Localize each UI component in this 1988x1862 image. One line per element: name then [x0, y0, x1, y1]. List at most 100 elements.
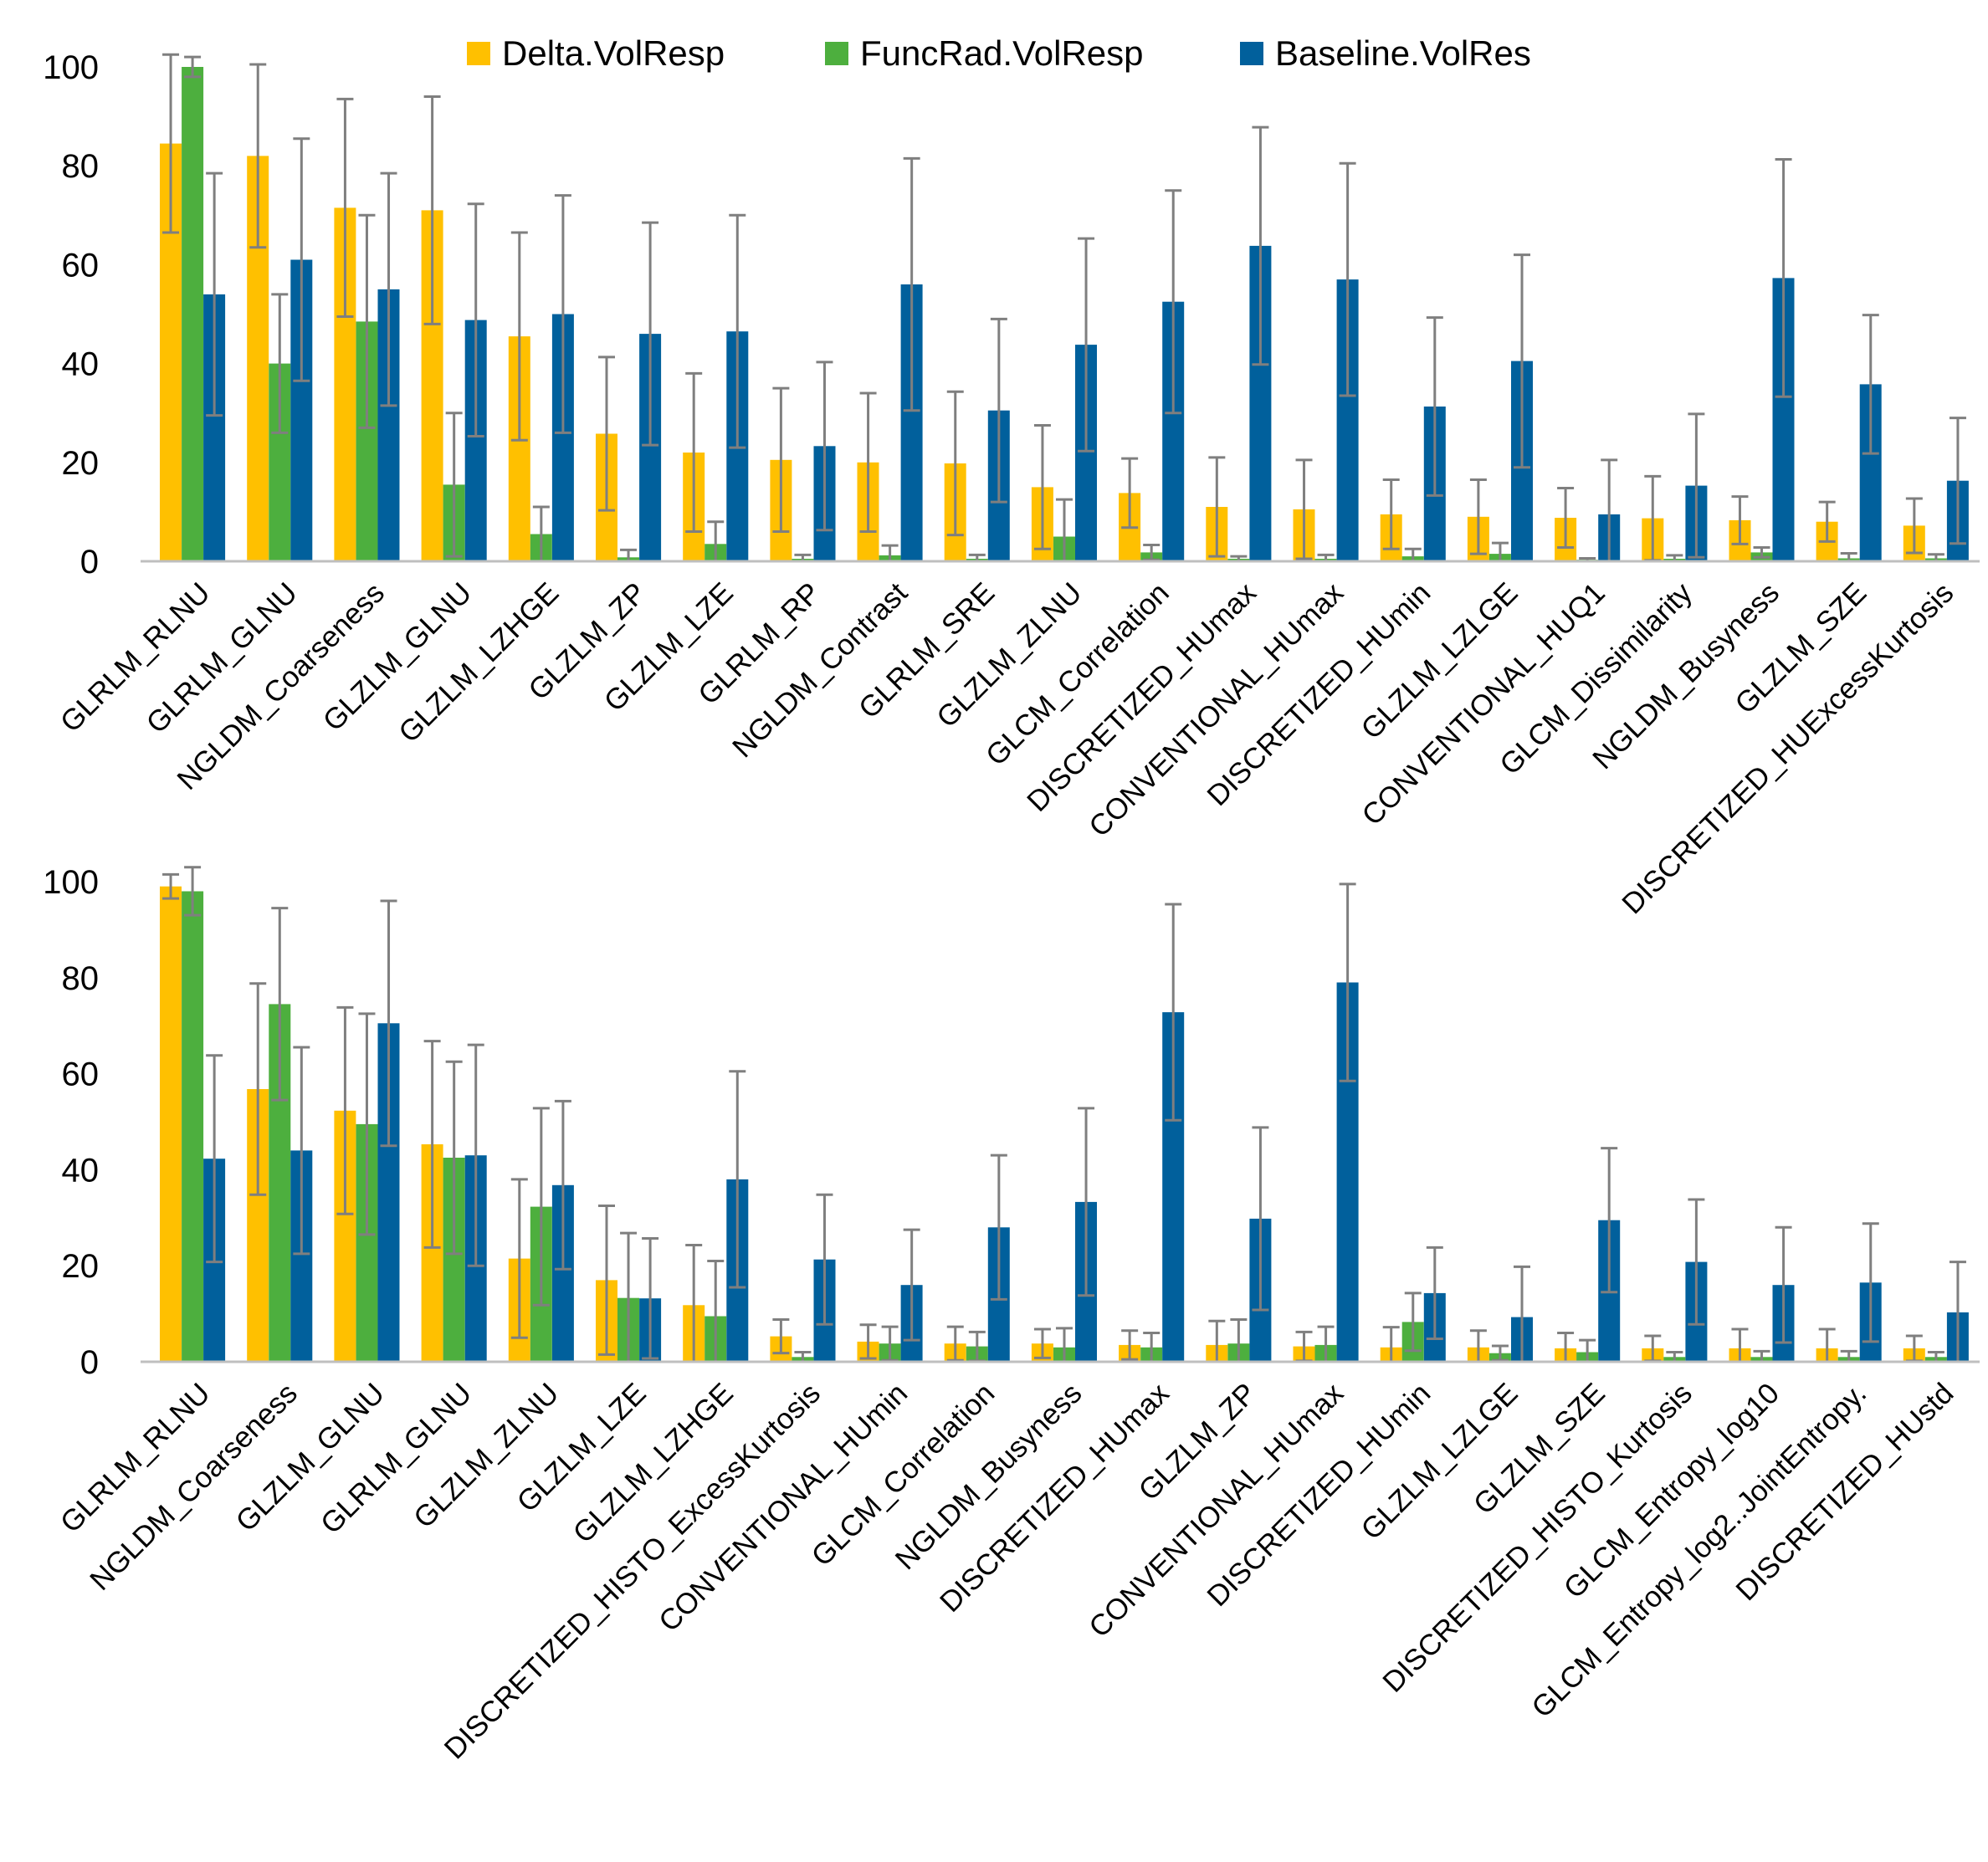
error-bar-baseline-glcm-correlation	[1165, 189, 1182, 415]
error-bar-funcrad-ngldm-coarseness	[271, 907, 289, 1102]
error-bar-delta-discretized-humax	[1121, 1329, 1139, 1361]
error-bar-baseline-glrlm-rlnu	[206, 1054, 223, 1264]
error-bar-funcrad-glrlm-glnu	[445, 1060, 463, 1256]
error-bar-baseline-glzlm-zp	[642, 221, 659, 447]
error-bar-baseline-glzlm-zp	[1252, 1126, 1269, 1312]
error-bar-delta-discretized-huexcesskurtosis	[1905, 497, 1923, 555]
error-bar-funcrad-glzlm-lzlge	[1491, 1344, 1509, 1362]
error-bar-baseline-glzlm-zlnu	[1078, 237, 1095, 453]
error-bar-baseline-discretized-histo-kurtosis	[1688, 1198, 1705, 1326]
error-bar-baseline-glcm-entropy-log10	[1775, 1225, 1792, 1344]
legend-label-baseline: Baseline.VolRes	[1275, 33, 1531, 73]
error-bar-baseline-glrlm-sre	[990, 317, 1007, 504]
error-bar-delta-glzlm-lzlge	[1469, 478, 1487, 555]
error-bar-delta-glrlm-rlnu	[162, 53, 180, 234]
legend: Delta.VolResp FuncRad.VolResp Baseline.V…	[467, 33, 1531, 73]
y-tick-label-40: 40	[62, 1152, 100, 1189]
y-tick-label-80: 80	[62, 960, 100, 997]
error-bar-baseline-glzlm-lze	[729, 213, 746, 449]
y-tick-label-20: 20	[62, 1248, 100, 1285]
legend-swatch-baseline	[1240, 42, 1263, 65]
error-bar-funcrad-glzlm-zlnu	[532, 1107, 550, 1307]
error-bar-delta-glzlm-zp	[598, 356, 615, 512]
x-tick-label-glzlm-lzlge: GLZLM_LZLGE	[1355, 1377, 1524, 1546]
error-bar-delta-conventional-humin	[859, 1323, 877, 1360]
error-bar-delta-glzlm-zlnu	[1033, 423, 1051, 550]
y-tick-label-0: 0	[80, 1344, 99, 1381]
error-bar-funcrad-glrlm-rlnu	[184, 866, 202, 917]
error-bar-baseline-conventional-humax	[1339, 161, 1356, 397]
error-bar-funcrad-ngldm-busyness	[1753, 545, 1770, 559]
error-bar-funcrad-glrlm-rlnu	[184, 55, 202, 79]
error-bar-delta-glrlm-glnu	[423, 1040, 441, 1249]
y-tick-label-80: 80	[62, 148, 100, 185]
x-tick-label-glrlm-glnu: GLRLM_GLNU	[140, 576, 303, 739]
error-bar-funcrad-glcm-correlation	[1143, 543, 1161, 561]
x-tick-label-glzlm-glnu: GLZLM_GLNU	[229, 1377, 391, 1538]
x-tick-label-glrlm-rlnu: GLRLM_RLNU	[54, 1377, 217, 1539]
error-bar-delta-glzlm-lzhge	[510, 231, 528, 442]
error-bar-baseline-ngldm-busyness	[1078, 1107, 1095, 1297]
error-bar-baseline-glzlm-lzhge	[729, 1070, 746, 1289]
legend-swatch-funcrad	[825, 42, 848, 65]
error-bar-delta-glzlm-glnu	[336, 1005, 354, 1215]
x-tick-label-glzlm-glnu: GLZLM_GLNU	[317, 576, 479, 738]
error-bar-delta-glrlm-glnu	[249, 63, 267, 249]
x-tick-label-glzlm-lzlge: GLZLM_LZLGE	[1355, 576, 1524, 745]
error-bar-baseline-discretized-humin	[1426, 316, 1443, 497]
error-bar-baseline-glzlm-sze	[1862, 314, 1879, 455]
x-tick-label-glzlm-lzhge: GLZLM_LZHGE	[566, 1377, 739, 1549]
error-bar-baseline-glrlm-glnu	[467, 1043, 484, 1267]
error-bar-delta-glzlm-sze	[1818, 500, 1836, 543]
error-bar-baseline-discretized-humax	[1252, 125, 1269, 366]
error-bar-baseline-glcm-entropy-log2-jointentropy	[1862, 1222, 1879, 1343]
error-bar-delta-glzlm-glnu	[423, 95, 441, 325]
error-bar-delta-ngldm-busyness	[1033, 1327, 1051, 1359]
error-bar-delta-discretized-humax	[1208, 456, 1226, 558]
error-bar-funcrad-discretized-humin	[1404, 1292, 1422, 1353]
error-bar-baseline-glzlm-lzhge	[554, 194, 571, 434]
error-bar-delta-glrlm-rp	[772, 386, 790, 534]
error-bar-delta-discretized-humin	[1382, 478, 1400, 550]
error-bar-delta-ngldm-busyness	[1731, 495, 1749, 545]
error-bar-funcrad-glzlm-glnu	[445, 412, 463, 558]
chart-panel-bottom: 020406080100GLRLM_RLNUNGLDM_CoarsenessGL…	[43, 864, 1980, 1766]
error-bar-baseline-glrlm-glnu	[293, 137, 310, 382]
error-bar-baseline-ngldm-coarseness	[380, 171, 397, 407]
y-tick-label-0: 0	[80, 544, 99, 581]
chart-panel-top: 020406080100GLRLM_RLNUGLRLM_GLNUNGLDM_Co…	[43, 49, 1980, 920]
error-bar-baseline-glzlm-zlnu	[554, 1099, 571, 1271]
y-tick-label-40: 40	[62, 346, 100, 383]
error-bar-baseline-glcm-correlation	[990, 1154, 1007, 1301]
error-bar-baseline-ngldm-coarseness	[293, 1046, 310, 1256]
y-tick-label-20: 20	[62, 445, 100, 482]
error-bar-funcrad-glzlm-glnu	[358, 1012, 376, 1236]
x-tick-label-glzlm-lzhge: GLZLM_LZHGE	[392, 576, 565, 749]
bar-funcrad-glrlm-rlnu	[182, 67, 204, 561]
error-bar-delta-glzlm-lze	[598, 1204, 615, 1356]
error-bar-delta-glcm-correlation	[946, 1325, 964, 1362]
error-bar-baseline-glzlm-lzlge	[1514, 253, 1530, 469]
error-bar-baseline-glzlm-glnu	[380, 899, 397, 1148]
y-tick-label-100: 100	[43, 49, 99, 86]
y-tick-label-60: 60	[62, 247, 100, 284]
x-tick-label-glrlm-rlnu: GLRLM_RLNU	[54, 576, 217, 739]
error-bar-baseline-glcm-dissimilarity	[1688, 412, 1705, 559]
error-bar-delta-discretized-histo-excesskurtosis	[772, 1317, 790, 1355]
error-bar-baseline-ngldm-busyness	[1775, 158, 1792, 398]
error-bar-baseline-discretized-humin	[1426, 1246, 1443, 1340]
error-bar-delta-ngldm-coarseness	[336, 97, 354, 318]
error-bar-baseline-conventional-humin	[903, 1228, 920, 1342]
error-bar-funcrad-ngldm-coarseness	[358, 213, 376, 429]
x-tick-label-discretized-histo-kurtosis: DISCRETIZED_HISTO_Kurtosis	[1376, 1377, 1699, 1699]
error-bar-delta-conventional-huq1	[1557, 487, 1575, 549]
y-tick-label-100: 100	[43, 864, 99, 901]
error-bar-delta-glrlm-sre	[946, 390, 964, 537]
error-bar-funcrad-glrlm-glnu	[271, 293, 289, 434]
error-bar-baseline-ngldm-contrast	[903, 156, 920, 412]
error-bar-delta-glcm-correlation	[1121, 457, 1139, 529]
error-bar-baseline-discretized-histo-excesskurtosis	[816, 1193, 833, 1326]
y-tick-label-60: 60	[62, 1056, 100, 1093]
